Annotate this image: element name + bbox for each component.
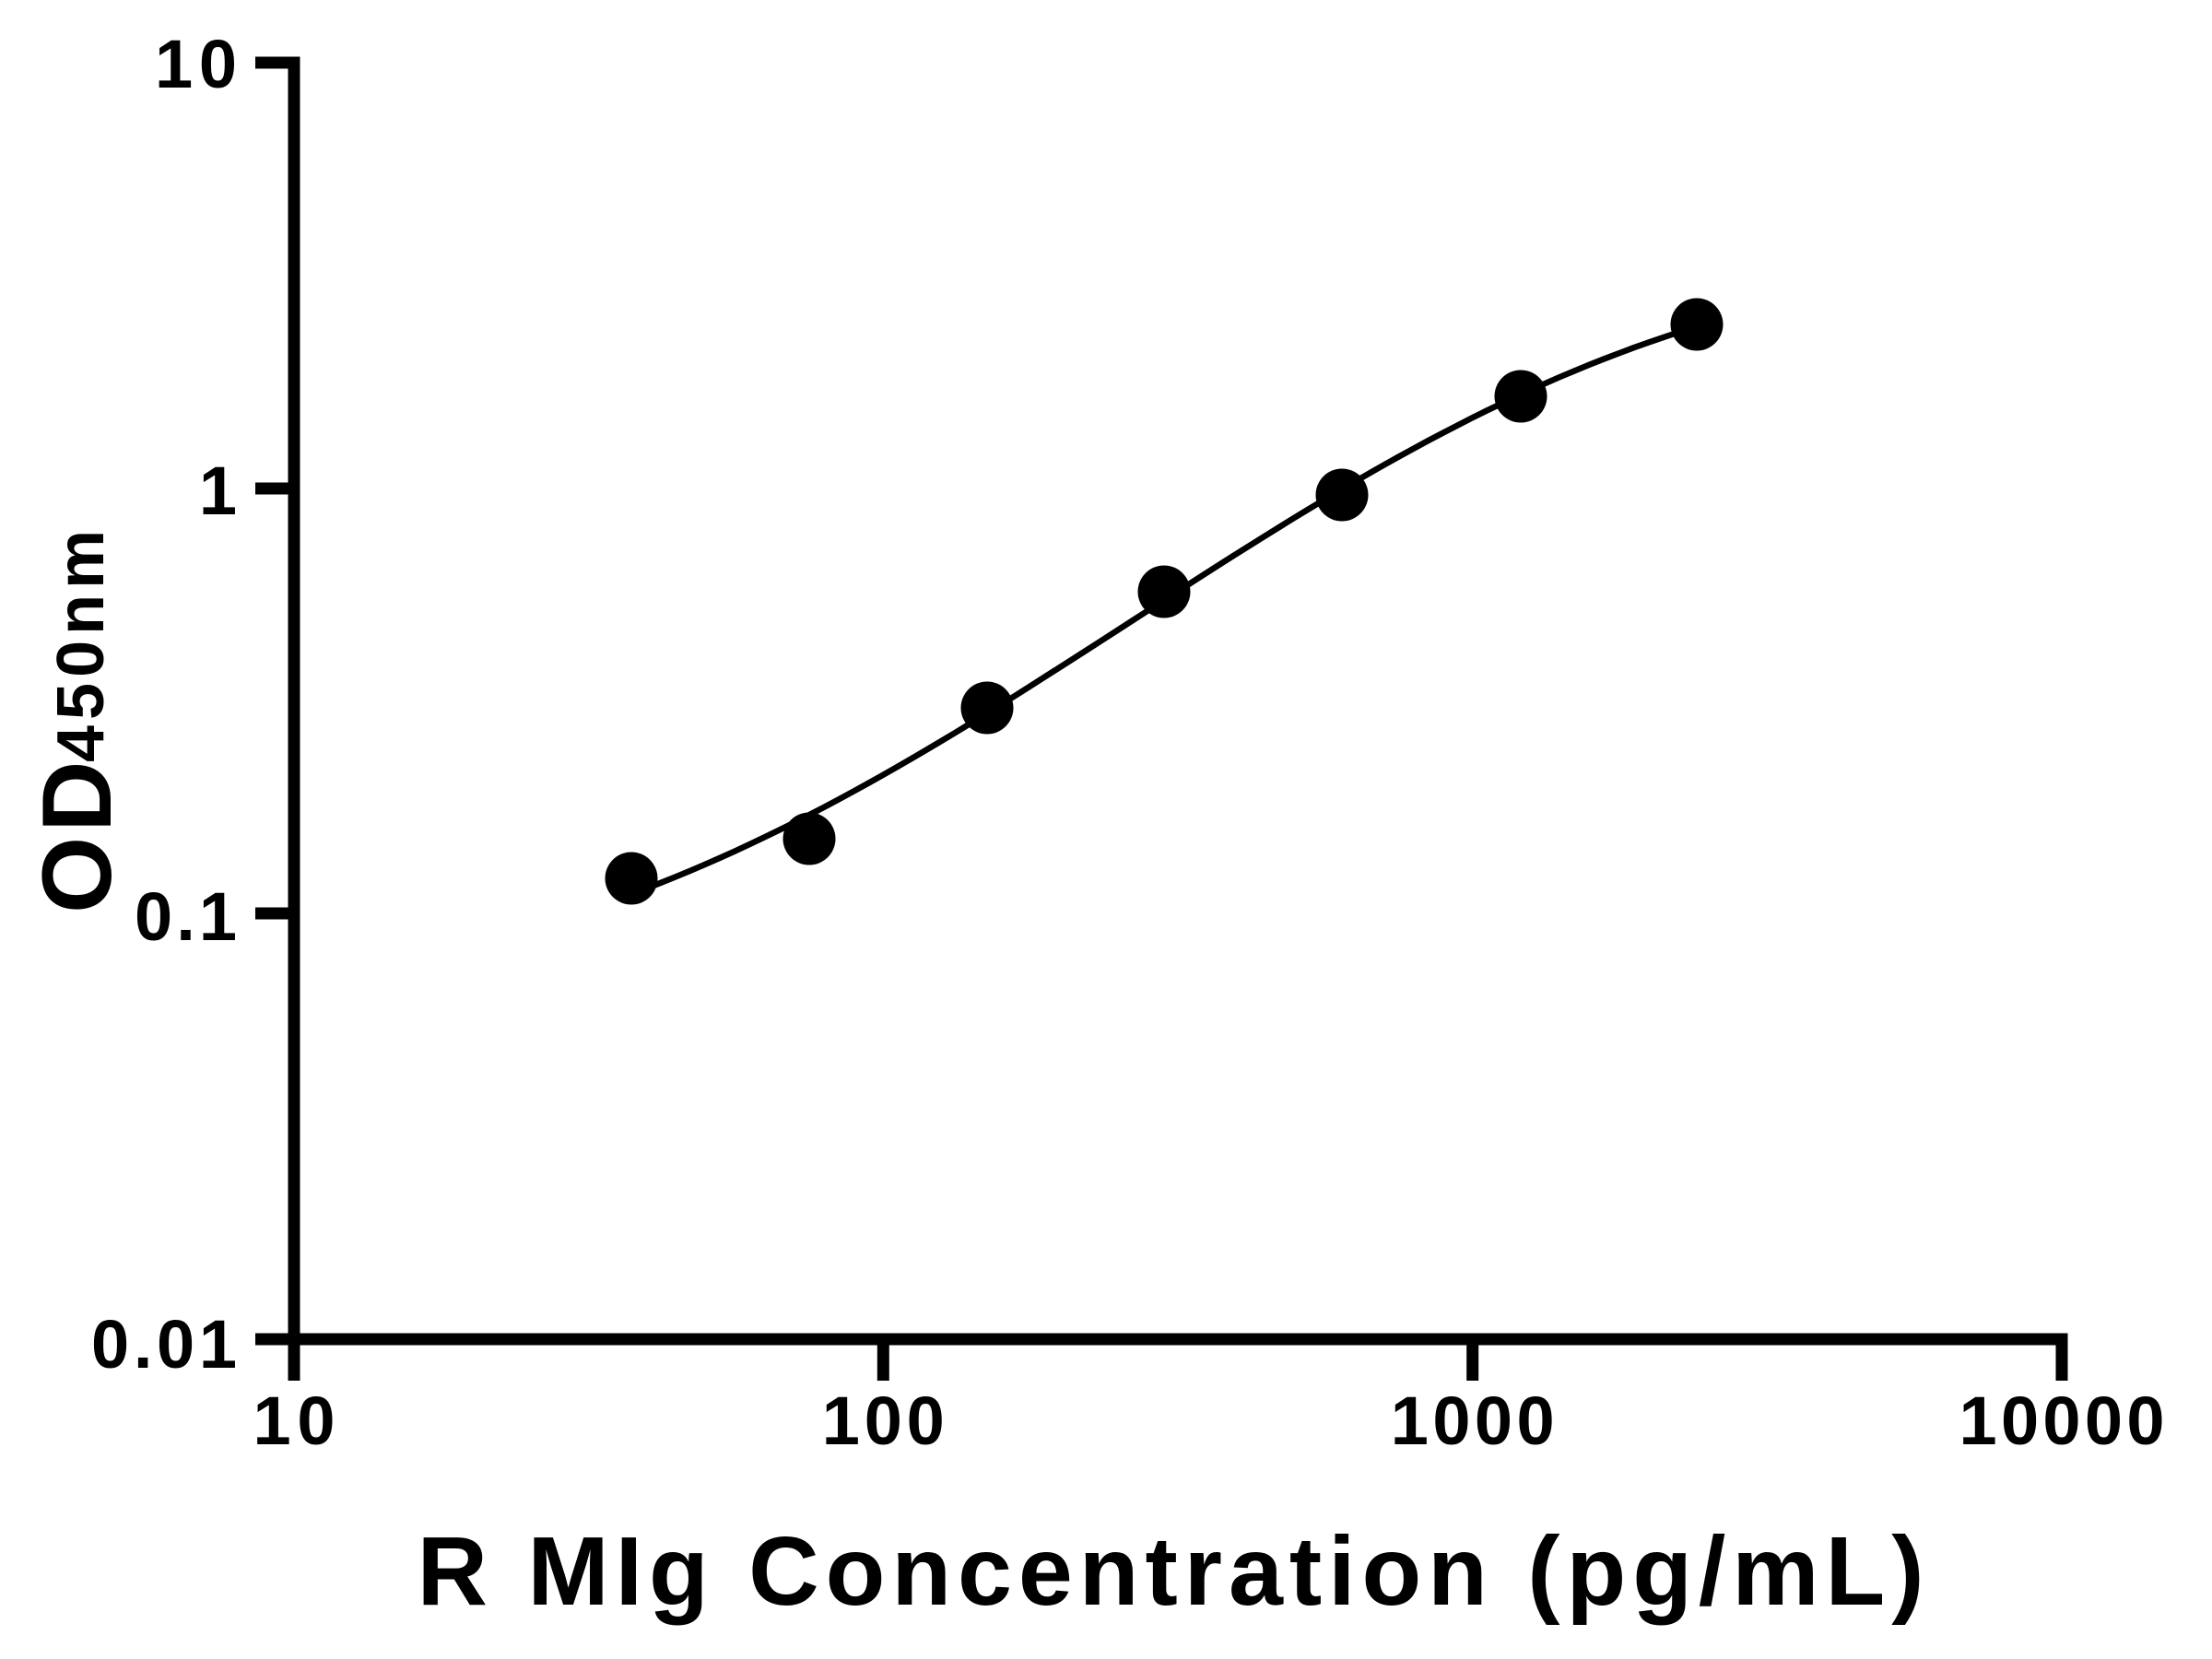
svg-text:0.1: 0.1 (135, 878, 237, 955)
svg-text:1: 1 (199, 453, 237, 529)
svg-text:0.01: 0.01 (91, 1306, 237, 1382)
svg-text:R MIg Concentration (pg/mL): R MIg Concentration (pg/mL) (418, 1517, 1924, 1626)
svg-text:OD: OD (21, 757, 132, 914)
svg-text:100: 100 (822, 1382, 945, 1459)
svg-text:450nm: 450nm (44, 524, 118, 762)
svg-text:10000: 10000 (1959, 1382, 2165, 1459)
